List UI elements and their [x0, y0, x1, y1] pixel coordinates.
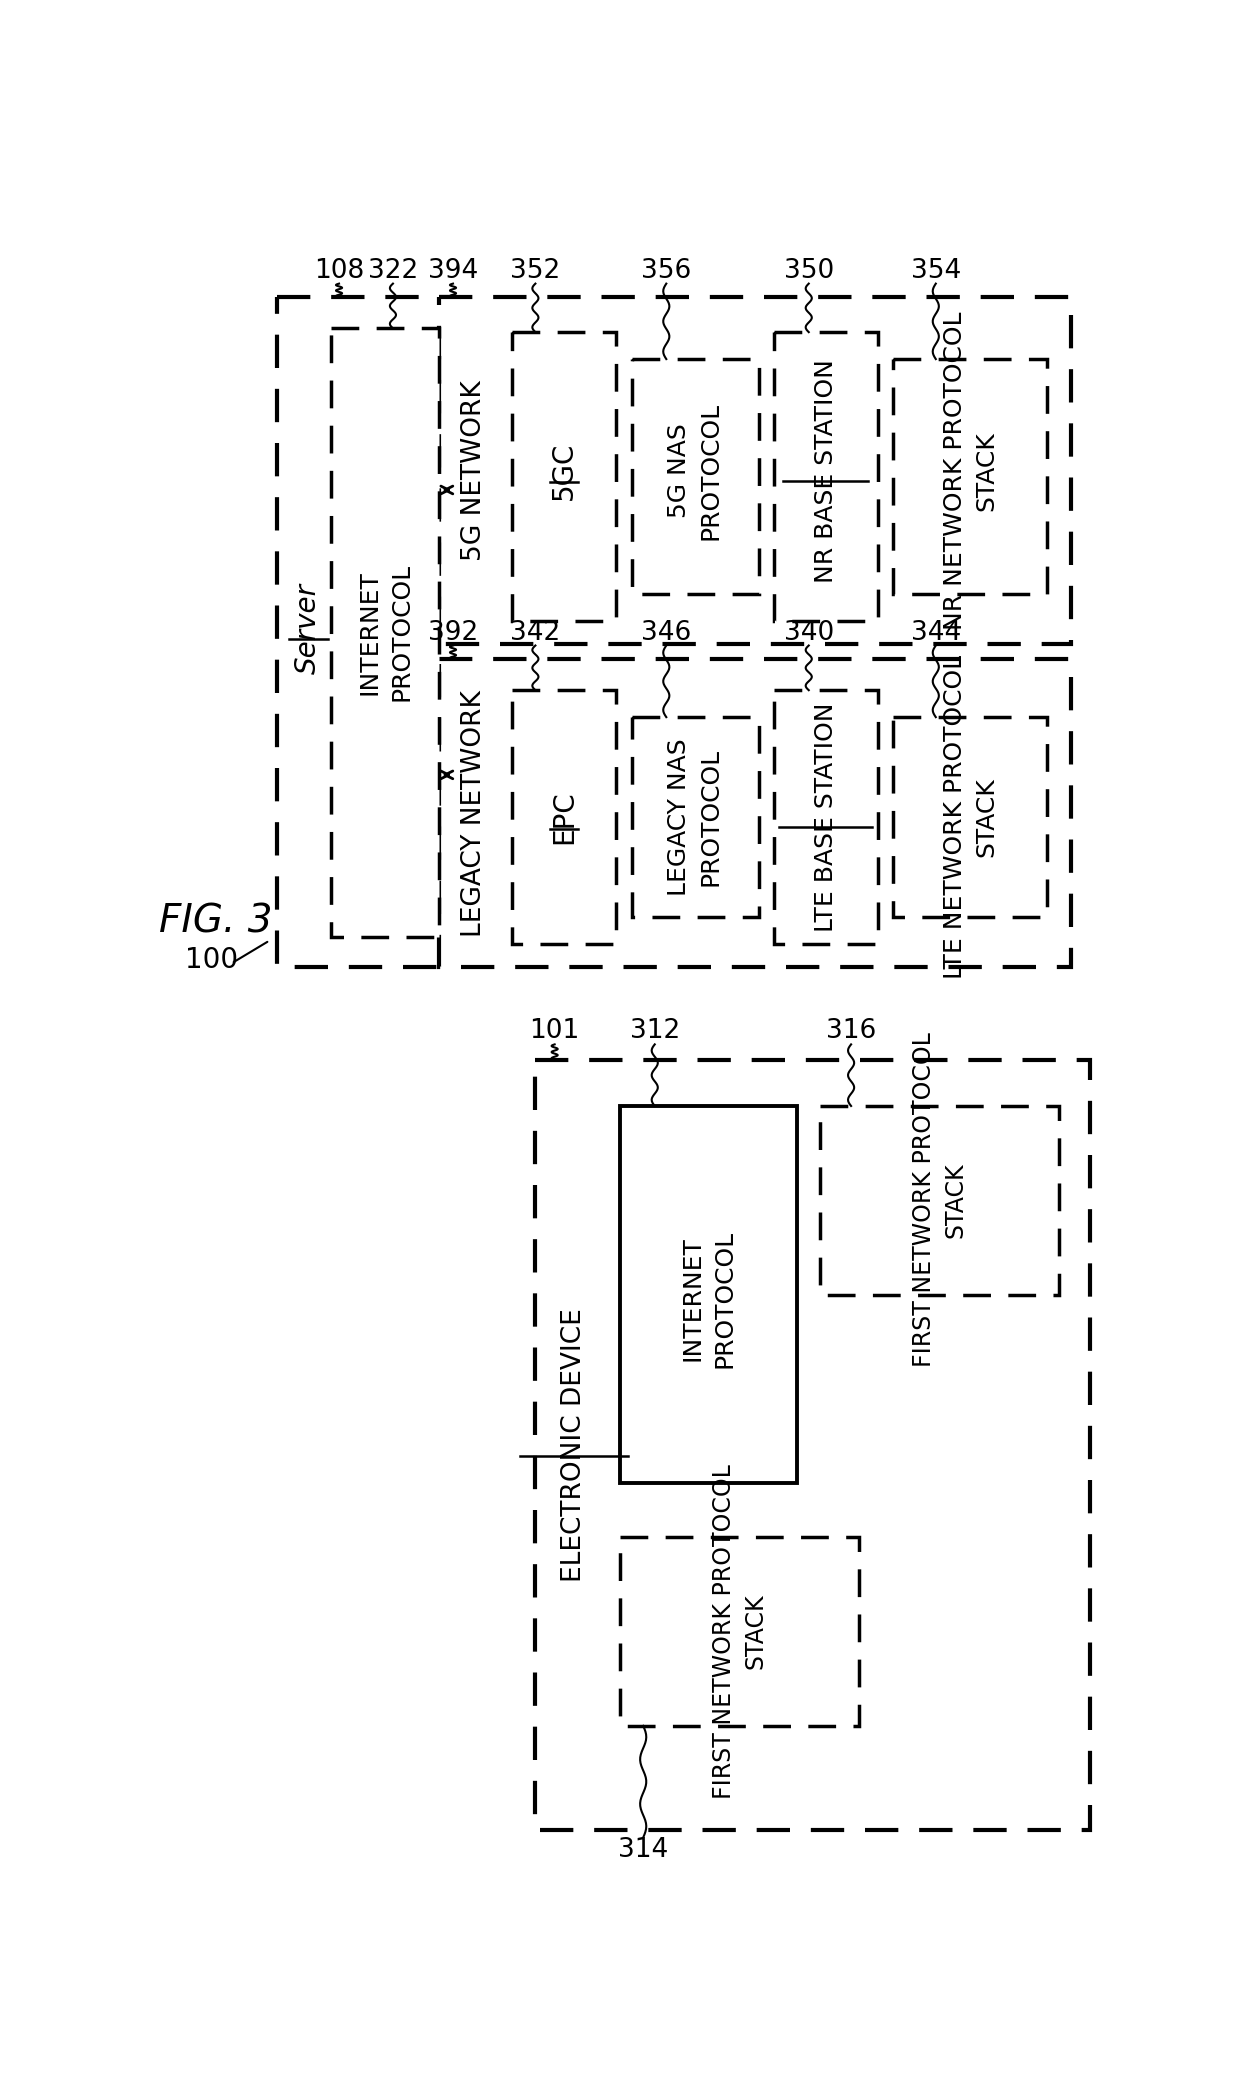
- Text: 350: 350: [784, 258, 833, 283]
- Bar: [439, 297, 1070, 645]
- Bar: [331, 329, 439, 936]
- Text: INTERNET
PROTOCOL: INTERNET PROTOCOL: [357, 563, 413, 701]
- Text: LEGACY NAS
PROTOCOL: LEGACY NAS PROTOCOL: [667, 739, 723, 896]
- Text: 101: 101: [529, 1018, 580, 1045]
- Bar: [278, 297, 455, 967]
- Bar: [631, 716, 759, 917]
- Bar: [774, 691, 878, 944]
- Text: 108: 108: [314, 258, 365, 283]
- Text: 354: 354: [910, 258, 961, 283]
- Text: NR NETWORK PROTOCOL
STACK: NR NETWORK PROTOCOL STACK: [942, 312, 998, 630]
- Text: 316: 316: [826, 1018, 877, 1045]
- Text: 314: 314: [618, 1836, 668, 1864]
- Bar: [536, 1060, 1090, 1830]
- Text: LTE NETWORK PROTOCOL
STACK: LTE NETWORK PROTOCOL STACK: [942, 655, 998, 980]
- Bar: [620, 1537, 859, 1725]
- Text: 5G NETWORK: 5G NETWORK: [461, 381, 487, 561]
- Text: NR BASE STATION: NR BASE STATION: [813, 358, 838, 582]
- Text: LEGACY NETWORK: LEGACY NETWORK: [461, 689, 487, 936]
- Text: LTE BASE STATION: LTE BASE STATION: [813, 701, 838, 932]
- Text: INTERNET
PROTOCOL: INTERNET PROTOCOL: [681, 1229, 737, 1367]
- Text: 342: 342: [511, 620, 560, 645]
- Text: FIRST NETWORK PROTOCOL
STACK: FIRST NETWORK PROTOCOL STACK: [911, 1032, 967, 1367]
- Text: 346: 346: [641, 620, 692, 645]
- Bar: [821, 1106, 1059, 1294]
- Bar: [620, 1106, 797, 1483]
- Bar: [439, 660, 1070, 967]
- Text: 340: 340: [784, 620, 833, 645]
- Text: 356: 356: [641, 258, 692, 283]
- Text: 352: 352: [511, 258, 560, 283]
- Bar: [512, 333, 616, 622]
- Text: 312: 312: [630, 1018, 680, 1045]
- Text: 5G NAS
PROTOCOL: 5G NAS PROTOCOL: [667, 402, 723, 540]
- Text: 5GC: 5GC: [549, 442, 578, 500]
- Text: 100: 100: [186, 946, 238, 974]
- Text: 394: 394: [428, 258, 479, 283]
- Text: 344: 344: [910, 620, 961, 645]
- Text: 392: 392: [428, 620, 479, 645]
- Bar: [631, 358, 759, 595]
- Text: EPC: EPC: [549, 789, 578, 844]
- Text: ELECTRONIC DEVICE: ELECTRONIC DEVICE: [560, 1309, 587, 1581]
- Text: FIRST NETWORK PROTOCOL
STACK: FIRST NETWORK PROTOCOL STACK: [712, 1464, 768, 1799]
- Bar: [894, 716, 1048, 917]
- Text: 322: 322: [368, 258, 418, 283]
- Text: Server: Server: [294, 582, 322, 674]
- Text: FIG. 3: FIG. 3: [159, 903, 273, 940]
- Bar: [512, 691, 616, 944]
- Bar: [774, 333, 878, 622]
- Bar: [894, 358, 1048, 595]
